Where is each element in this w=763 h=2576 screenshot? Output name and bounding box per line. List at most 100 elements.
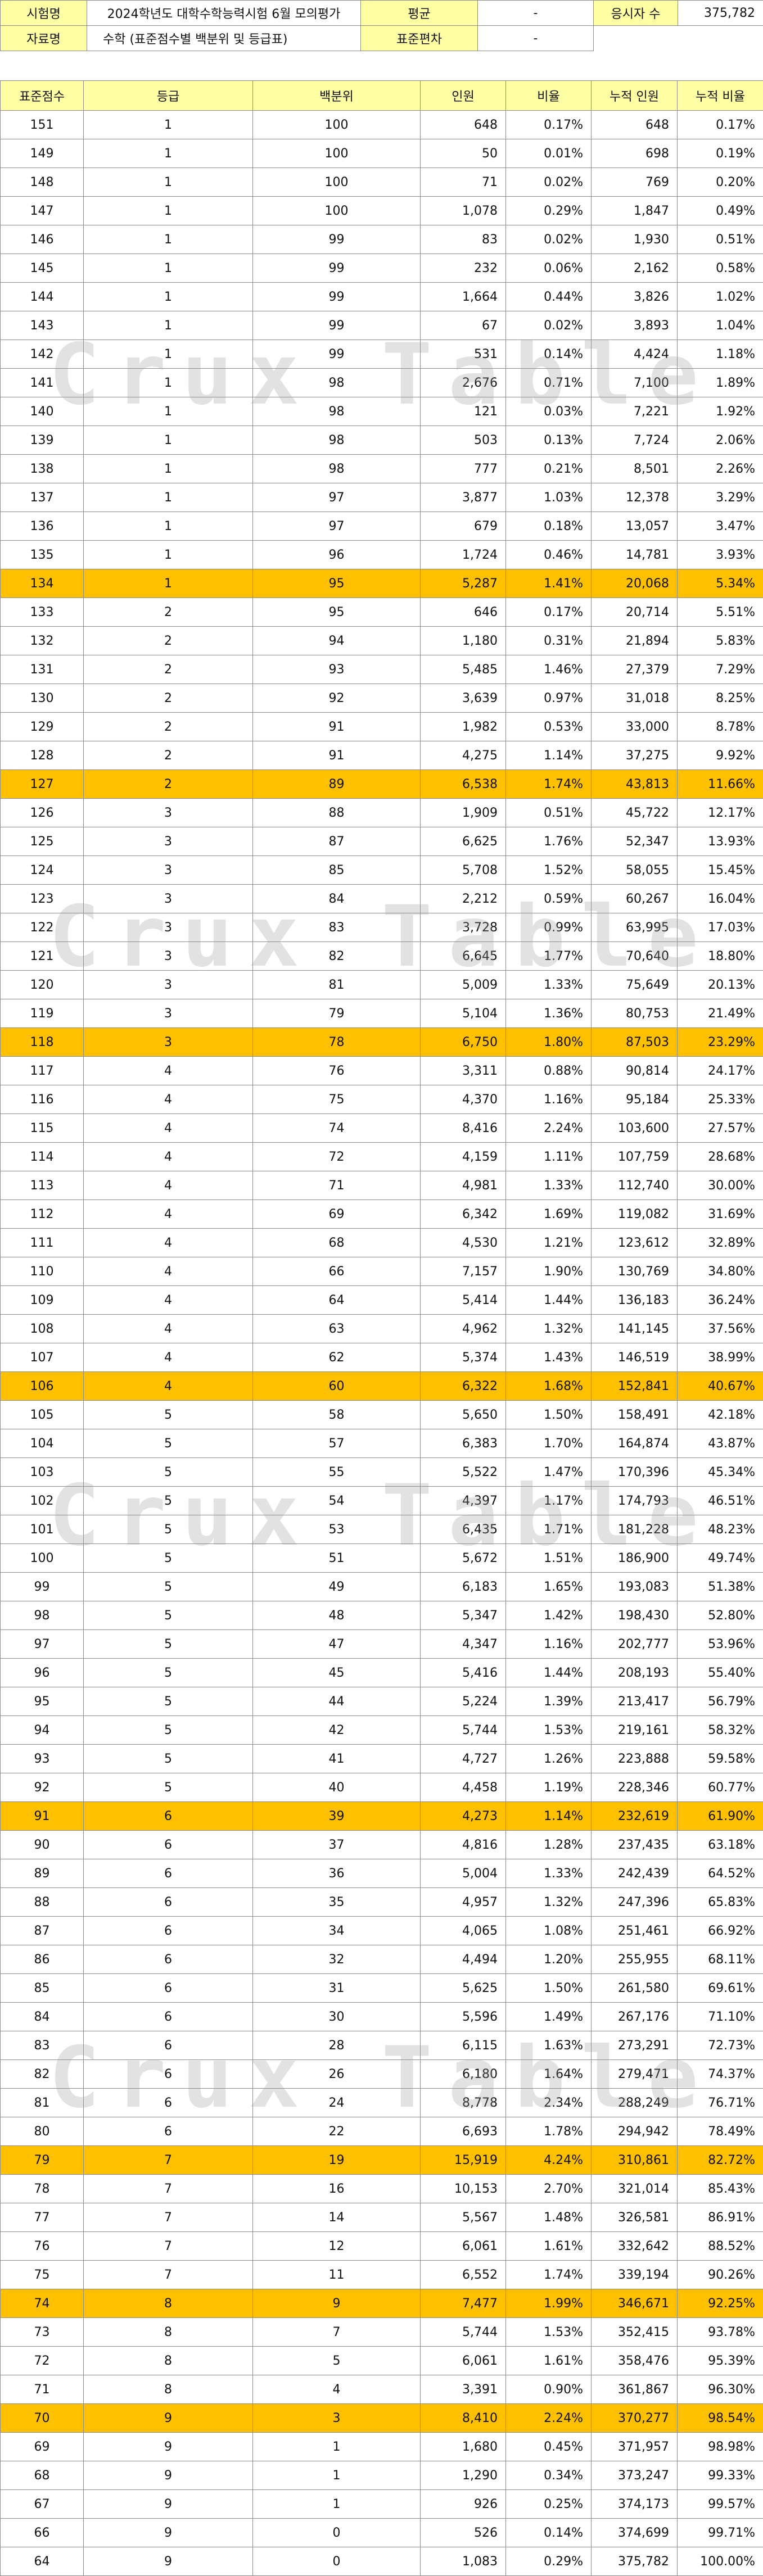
cell-standard-score: 151 [1, 111, 84, 139]
cell-cumulative-ratio: 0.20% [678, 168, 763, 197]
cell-standard-score: 124 [1, 856, 84, 885]
cell-ratio: 0.14% [506, 2519, 592, 2547]
cell-cumulative-ratio: 63.18% [678, 1831, 763, 1859]
cell-percentile: 95 [253, 598, 421, 627]
cell-grade: 5 [84, 1544, 253, 1573]
info-row-exam: 시험명 2024학년도 대학수학능력시험 6월 모의평가 평균 - 응시자 수 … [1, 1, 763, 26]
cell-ratio: 1.16% [506, 1630, 592, 1659]
cell-percentile: 9 [253, 2289, 421, 2318]
cell-ratio: 1.32% [506, 1315, 592, 1343]
cell-percentile: 5 [253, 2347, 421, 2375]
cell-cumulative-count: 208,193 [592, 1659, 678, 1687]
cell-standard-score: 109 [1, 1286, 84, 1315]
cell-ratio: 1.69% [506, 1200, 592, 1229]
cell-cumulative-ratio: 3.29% [678, 483, 763, 512]
cell-count: 5,347 [421, 1601, 506, 1630]
cell-grade: 6 [84, 2031, 253, 2060]
cell-percentile: 99 [253, 225, 421, 254]
cell-cumulative-count: 103,600 [592, 1114, 678, 1143]
cell-count: 503 [421, 426, 506, 455]
cell-percentile: 64 [253, 1286, 421, 1315]
cell-grade: 4 [84, 1286, 253, 1315]
cell-ratio: 1.16% [506, 1085, 592, 1114]
cell-ratio: 0.29% [506, 2547, 592, 2576]
cell-count: 6,061 [421, 2347, 506, 2375]
header-grade: 등급 [84, 81, 253, 111]
cell-ratio: 0.14% [506, 340, 592, 369]
cell-ratio: 1.39% [506, 1687, 592, 1716]
cell-cumulative-ratio: 0.17% [678, 111, 763, 139]
cell-grade: 4 [84, 1315, 253, 1343]
cell-count: 67 [421, 311, 506, 340]
cell-cumulative-ratio: 61.90% [678, 1802, 763, 1831]
cell-count: 6,180 [421, 2060, 506, 2089]
cell-standard-score: 130 [1, 684, 84, 713]
cell-grade: 1 [84, 369, 253, 397]
cell-standard-score: 94 [1, 1716, 84, 1745]
cell-count: 6,183 [421, 1573, 506, 1601]
cell-cumulative-ratio: 74.37% [678, 2060, 763, 2089]
cell-grade: 6 [84, 1888, 253, 1917]
cell-ratio: 1.33% [506, 971, 592, 999]
cell-grade: 5 [84, 1659, 253, 1687]
cell-percentile: 44 [253, 1687, 421, 1716]
cell-cumulative-ratio: 38.99% [678, 1343, 763, 1372]
cell-count: 4,962 [421, 1315, 506, 1343]
cell-cumulative-count: 769 [592, 168, 678, 197]
cell-cumulative-count: 186,900 [592, 1544, 678, 1573]
cell-grade: 1 [84, 397, 253, 426]
cell-grade: 1 [84, 541, 253, 569]
cell-ratio: 1.53% [506, 1716, 592, 1745]
cell-percentile: 51 [253, 1544, 421, 1573]
cell-percentile: 24 [253, 2089, 421, 2117]
cell-ratio: 0.71% [506, 369, 592, 397]
cell-cumulative-count: 146,519 [592, 1343, 678, 1372]
cell-standard-score: 120 [1, 971, 84, 999]
cell-cumulative-ratio: 92.25% [678, 2289, 763, 2318]
cell-ratio: 1.99% [506, 2289, 592, 2318]
cell-ratio: 1.53% [506, 2318, 592, 2347]
cell-standard-score: 147 [1, 197, 84, 225]
cell-count: 3,639 [421, 684, 506, 713]
cell-standard-score: 123 [1, 885, 84, 913]
cell-cumulative-ratio: 18.80% [678, 942, 763, 971]
cell-grade: 1 [84, 426, 253, 455]
mean-label: 평균 [361, 1, 478, 26]
cell-count: 83 [421, 225, 506, 254]
cell-grade: 5 [84, 1716, 253, 1745]
cell-count: 4,981 [421, 1171, 506, 1200]
cell-count: 6,115 [421, 2031, 506, 2060]
cell-ratio: 1.74% [506, 2261, 592, 2289]
cell-cumulative-count: 158,491 [592, 1401, 678, 1429]
cell-percentile: 63 [253, 1315, 421, 1343]
table-header-row: 표준점수 등급 백분위 인원 비율 누적 인원 누적 비율 [1, 81, 763, 111]
cell-percentile: 57 [253, 1429, 421, 1458]
cell-count: 2,212 [421, 885, 506, 913]
cell-percentile: 82 [253, 942, 421, 971]
cell-ratio: 2.24% [506, 2404, 592, 2433]
cell-percentile: 98 [253, 397, 421, 426]
cell-percentile: 71 [253, 1171, 421, 1200]
cell-ratio: 1.50% [506, 1974, 592, 2003]
cell-count: 5,414 [421, 1286, 506, 1315]
cell-standard-score: 95 [1, 1687, 84, 1716]
cell-percentile: 0 [253, 2547, 421, 2576]
cell-percentile: 89 [253, 770, 421, 799]
cell-percentile: 100 [253, 139, 421, 168]
cell-cumulative-ratio: 99.33% [678, 2461, 763, 2490]
cell-count: 6,435 [421, 1515, 506, 1544]
cell-percentile: 1 [253, 2433, 421, 2461]
cell-ratio: 0.44% [506, 283, 592, 311]
